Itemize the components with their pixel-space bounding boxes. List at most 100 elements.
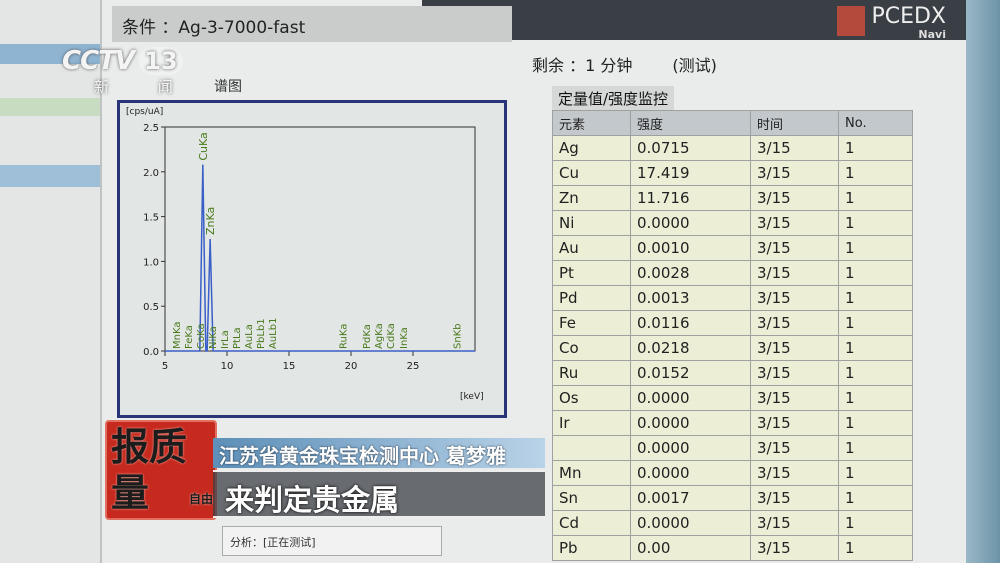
line-label: CoKa xyxy=(196,323,207,349)
table-row[interactable]: Pt 0.0028 3/15 1 xyxy=(552,260,913,286)
channel-logo: CCTV 13 新 闻 xyxy=(62,46,195,97)
table-row[interactable]: Zn 11.716 3/15 1 xyxy=(552,185,913,211)
table-cell: 0.0000 xyxy=(630,460,751,486)
column-header[interactable]: 元素 xyxy=(552,110,631,136)
table-cell: Cu xyxy=(552,160,631,186)
table-cell: 0.0715 xyxy=(630,135,751,161)
y-tick-label: 1.0 xyxy=(143,257,159,268)
x-tick-label: 20 xyxy=(345,361,358,372)
table-cell: 1 xyxy=(838,460,913,486)
table-row[interactable]: Ni 0.0000 3/15 1 xyxy=(552,210,913,236)
table-cell: 0.0017 xyxy=(630,485,751,511)
y-tick-label: 2.5 xyxy=(143,123,159,134)
table-cell: 0.0116 xyxy=(630,310,751,336)
y-tick-label: 0.5 xyxy=(143,302,159,313)
remaining-time: 剩余 ：1 分钟 (测试) xyxy=(532,52,757,76)
sidebar-item[interactable] xyxy=(0,165,100,187)
table-cell: 3/15 xyxy=(750,160,839,186)
sidebar-item[interactable] xyxy=(0,98,100,116)
table-cell: 3/15 xyxy=(750,385,839,411)
seal-small-text: 自由 xyxy=(188,492,213,506)
line-label: IrLa xyxy=(220,330,231,349)
table-cell: 1 xyxy=(838,335,913,361)
table-cell: 3/15 xyxy=(750,460,839,486)
y-axis-label: [cps/uA] xyxy=(126,107,163,117)
table-cell: 3/15 xyxy=(750,135,839,161)
line-label: PtLa xyxy=(232,327,243,349)
remaining-text: 剩余 ：1 分钟 xyxy=(532,56,633,75)
table-row[interactable]: Mn 0.0000 3/15 1 xyxy=(552,460,913,486)
x-tick-label: 10 xyxy=(221,361,234,372)
table-cell: 3/15 xyxy=(750,535,839,561)
table-cell: 1 xyxy=(838,160,913,186)
table-row[interactable]: Ir 0.0000 3/15 1 xyxy=(552,410,913,436)
table-row[interactable]: Cu 17.419 3/15 1 xyxy=(552,160,913,186)
x-tick-label: 15 xyxy=(283,361,296,372)
x-tick-label: 5 xyxy=(162,361,168,372)
table-row[interactable]: Co 0.0218 3/15 1 xyxy=(552,335,913,361)
table-row[interactable]: 0.0000 3/15 1 xyxy=(552,435,913,461)
table-cell: 0.0000 xyxy=(630,410,751,436)
table-cell: 1 xyxy=(838,535,913,561)
line-label: PbLb1 xyxy=(256,318,267,349)
table-cell: 0.00 xyxy=(630,535,751,561)
table-cell: 3/15 xyxy=(750,310,839,336)
table-cell: 1 xyxy=(838,360,913,386)
table-cell: 1 xyxy=(838,185,913,211)
y-tick-label: 2.0 xyxy=(143,168,159,179)
table-cell: Ru xyxy=(552,360,631,386)
line-label: FeKa xyxy=(184,325,195,349)
table-row[interactable]: Ru 0.0152 3/15 1 xyxy=(552,360,913,386)
table-cell: Co xyxy=(552,335,631,361)
sidebar-item-selected[interactable] xyxy=(0,44,100,64)
table-row[interactable]: Pd 0.0013 3/15 1 xyxy=(552,285,913,311)
peak-label: ZnKa xyxy=(204,207,217,235)
channel-number: 13 xyxy=(139,47,183,75)
line-label: RuKa xyxy=(338,324,349,349)
spectrum-line xyxy=(165,164,475,352)
y-tick-label: 1.5 xyxy=(143,213,159,224)
table-cell: Cd xyxy=(552,510,631,536)
table-cell: 3/15 xyxy=(750,260,839,286)
table-row[interactable]: Fe 0.0116 3/15 1 xyxy=(552,310,913,336)
table-cell: 0.0000 xyxy=(630,210,751,236)
table-cell: 0.0000 xyxy=(630,385,751,411)
table-cell: 17.419 xyxy=(630,160,751,186)
table-cell: 3/15 xyxy=(750,410,839,436)
table-cell: 3/15 xyxy=(750,360,839,386)
table-cell: 3/15 xyxy=(750,435,839,461)
table-cell: Ag xyxy=(552,135,631,161)
line-label: AuLa xyxy=(244,324,255,349)
column-header[interactable]: No. xyxy=(838,110,913,136)
table-cell: Os xyxy=(552,385,631,411)
table-cell xyxy=(552,435,631,461)
table-cell: Fe xyxy=(552,310,631,336)
table-row[interactable]: Au 0.0010 3/15 1 xyxy=(552,235,913,261)
table-cell: 3/15 xyxy=(750,185,839,211)
column-header[interactable]: 强度 xyxy=(630,110,751,136)
table-cell: Pb xyxy=(552,535,631,561)
line-label: SnKb xyxy=(452,323,463,349)
table-row[interactable]: Os 0.0000 3/15 1 xyxy=(552,385,913,411)
y-tick-label: 0.0 xyxy=(143,347,159,358)
caption-subtitle: 来判定贵金属 xyxy=(213,470,545,518)
table-cell: 3/15 xyxy=(750,510,839,536)
table-cell: 0.0028 xyxy=(630,260,751,286)
x-tick-label: 25 xyxy=(407,361,420,372)
column-header[interactable]: 时间 xyxy=(750,110,839,136)
caption-speaker: 江苏省黄金珠宝检测中心 葛梦雅 xyxy=(213,438,545,468)
table-cell: 3/15 xyxy=(750,485,839,511)
line-label: AgKa xyxy=(374,323,385,349)
brand-sub: Navi xyxy=(918,28,946,41)
table-row[interactable]: Pb 0.00 3/15 1 xyxy=(552,535,913,561)
table-row[interactable]: Ag 0.0715 3/15 1 xyxy=(552,135,913,161)
cctv-logo-text: CCTV xyxy=(62,46,135,76)
table-cell: Pd xyxy=(552,285,631,311)
table-cell: Ir xyxy=(552,410,631,436)
condition-field: 条件 ：Ag-3-7000-fast xyxy=(112,6,512,42)
table-row[interactable]: Cd 0.0000 3/15 1 xyxy=(552,510,913,536)
table-cell: Zn xyxy=(552,185,631,211)
table-row[interactable]: Sn 0.0017 3/15 1 xyxy=(552,485,913,511)
mode-text: (测试) xyxy=(672,56,717,75)
quant-table: 元素 强度 时间 No. Ag 0.0715 3/15 1 Cu 17.419 3/15 1 Zn 11.… xyxy=(552,110,913,561)
